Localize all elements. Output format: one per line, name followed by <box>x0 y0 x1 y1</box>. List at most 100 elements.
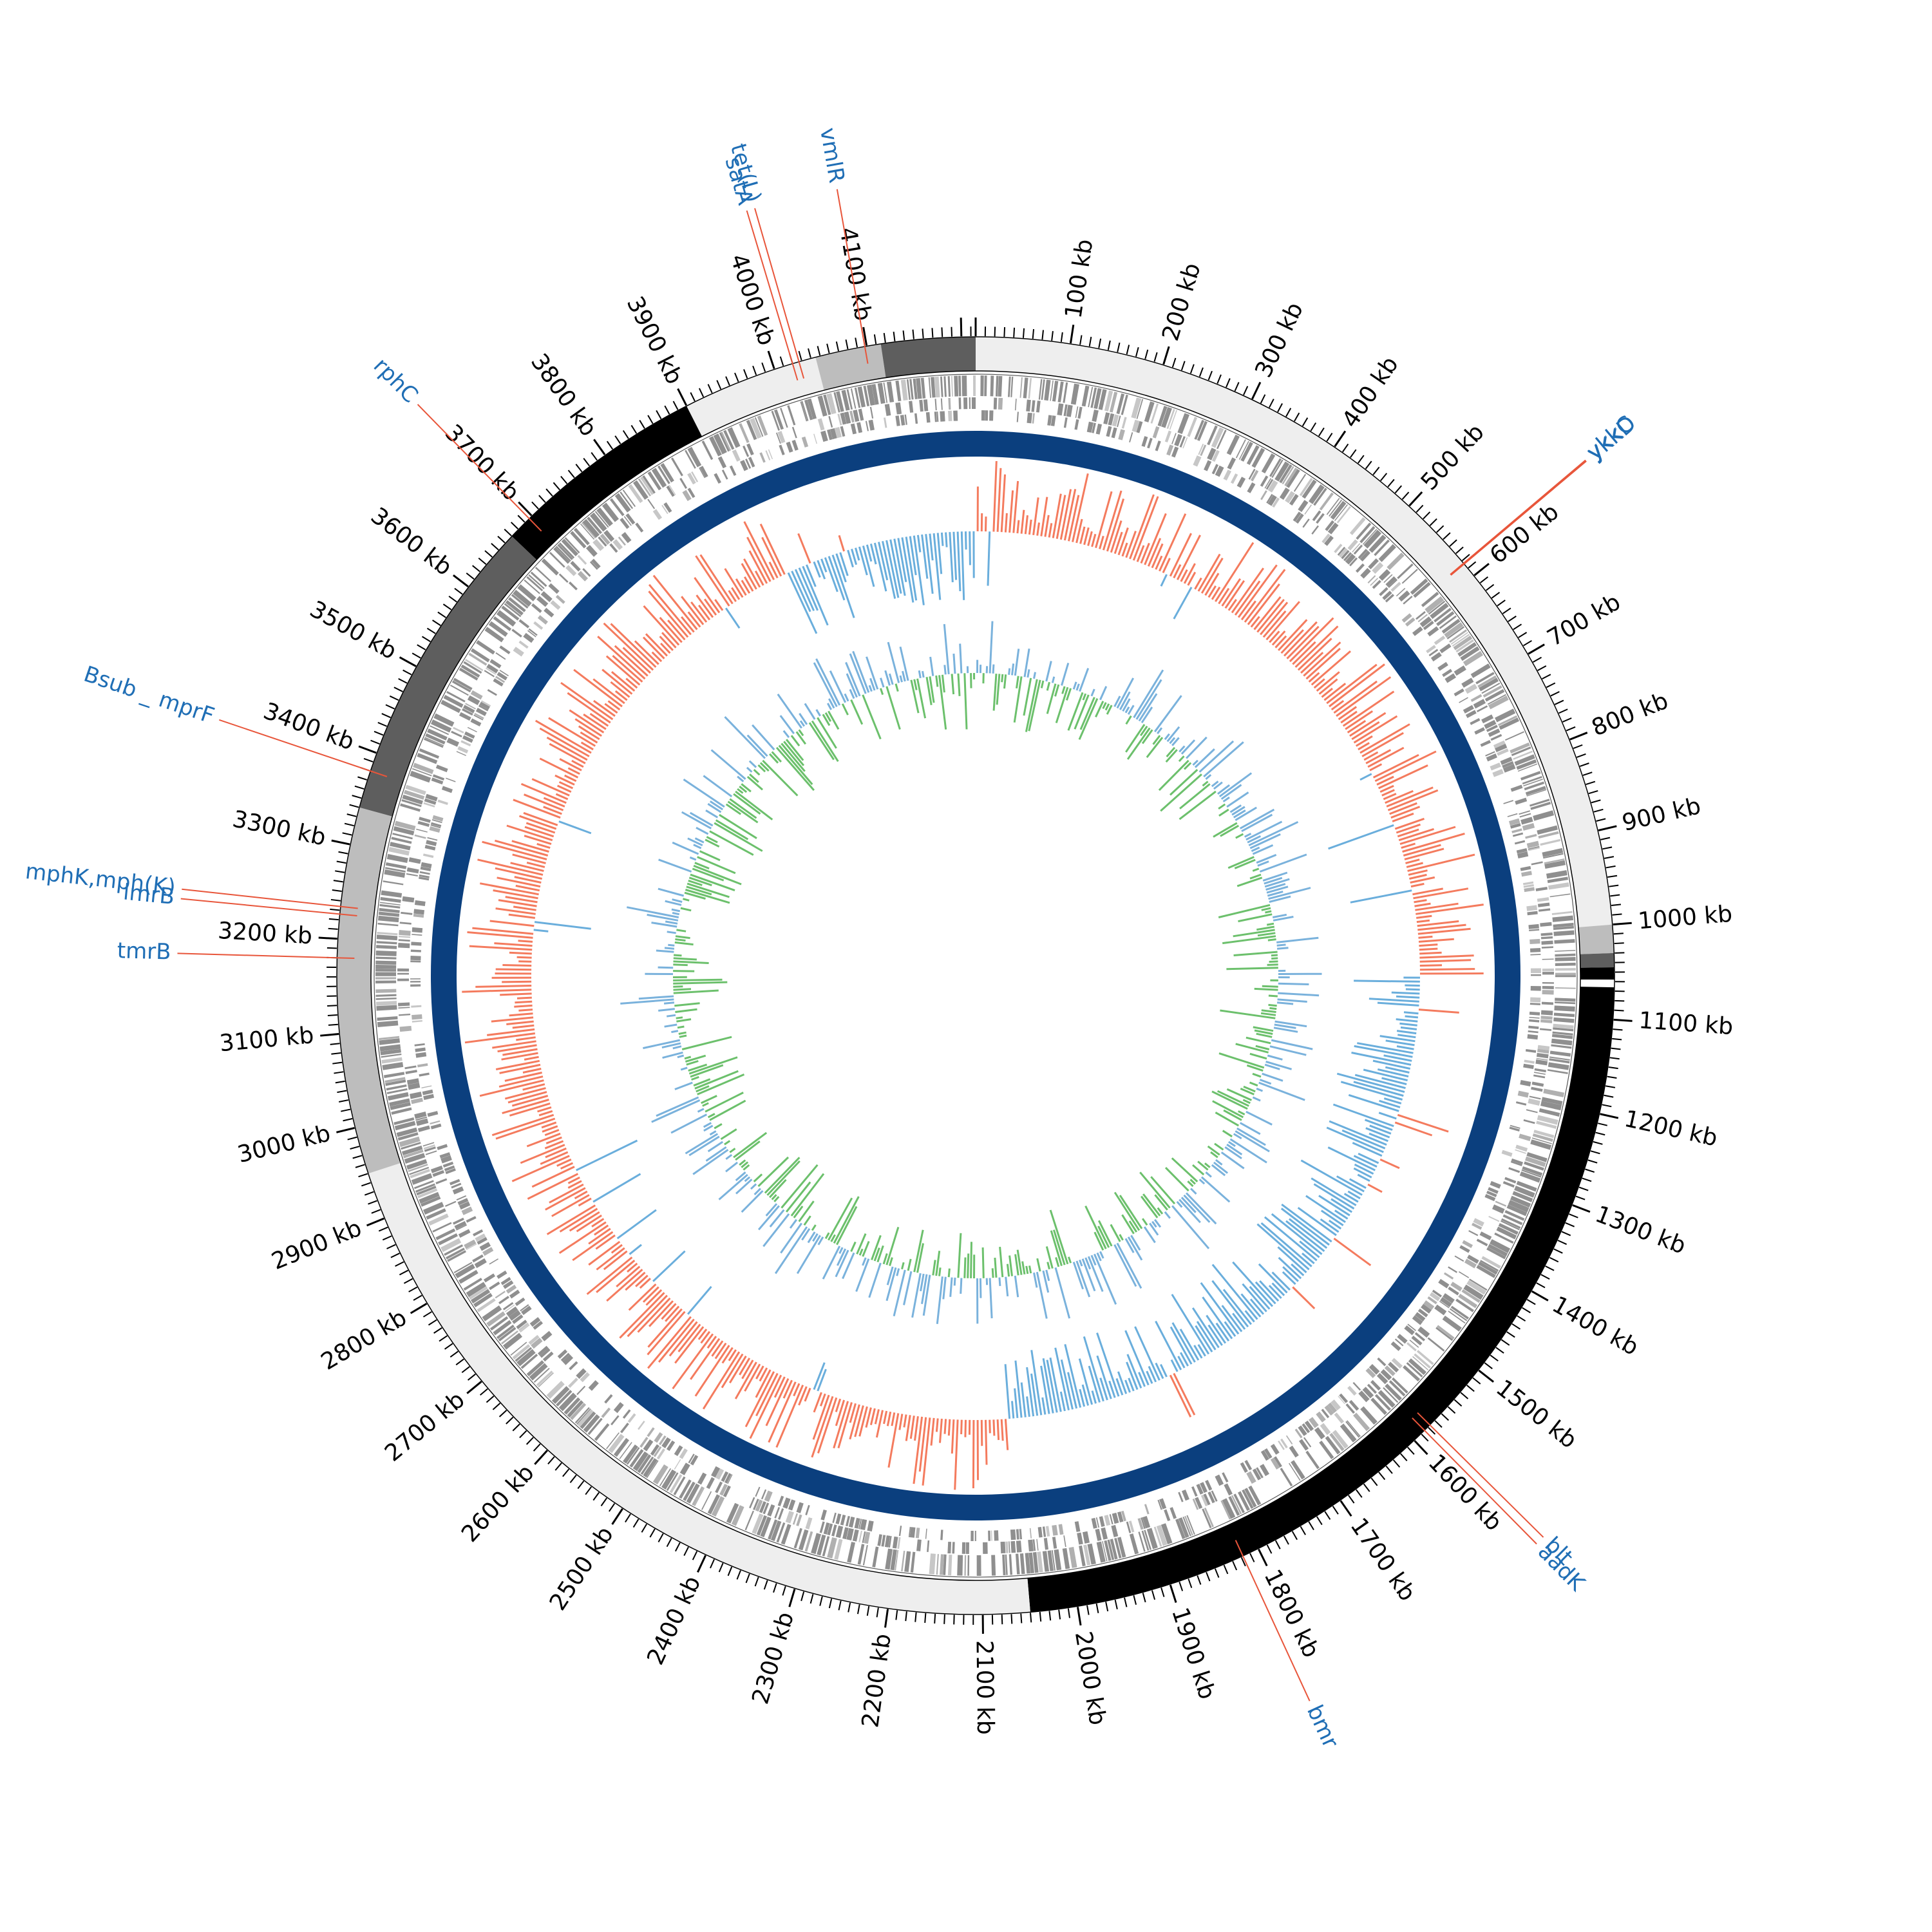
gene-feature <box>1555 968 1576 971</box>
gc-content-bar <box>629 1244 642 1255</box>
gc-skew-bar <box>871 1235 882 1260</box>
gene-feature <box>683 1481 696 1501</box>
gc-content-bar <box>940 532 944 546</box>
gc-skew-bar <box>658 887 685 897</box>
gene-feature <box>1086 421 1094 433</box>
gene-feature <box>1544 860 1566 869</box>
gene-feature <box>478 705 489 712</box>
gc-skew-bar <box>683 898 690 902</box>
gc-skew-bar <box>921 1274 928 1304</box>
gc-skew-bar <box>733 1132 768 1159</box>
minor-tick <box>1607 875 1618 878</box>
gene-feature <box>727 1474 733 1484</box>
gc-skew-bar <box>735 1141 761 1161</box>
gene-feature <box>620 491 634 509</box>
gene-feature <box>1074 1521 1081 1532</box>
gc-skew-bar <box>1149 1222 1159 1236</box>
gene-feature <box>498 1327 516 1341</box>
gc-skew-bar <box>1249 873 1262 880</box>
gc-content-bar <box>1283 621 1318 657</box>
gene-feature <box>1347 539 1358 551</box>
gene-feature <box>1266 493 1273 504</box>
gene-feature <box>376 934 398 941</box>
gene-feature <box>659 1468 672 1486</box>
gc-content-bar <box>497 1044 537 1053</box>
gene-feature <box>1397 563 1414 580</box>
gene-feature <box>412 1014 422 1020</box>
gene-feature <box>740 460 748 471</box>
gene-feature <box>1555 987 1576 989</box>
minor-tick <box>1585 1168 1595 1173</box>
gene-feature <box>1511 828 1522 833</box>
gc-skew-bar <box>1133 669 1164 719</box>
minor-tick <box>857 1604 860 1615</box>
gene-feature <box>654 1432 663 1443</box>
gene-feature <box>1019 1529 1022 1540</box>
gene-feature <box>1070 383 1079 405</box>
gc-skew-bar <box>1128 1220 1138 1233</box>
gc-skew-bar <box>1158 759 1189 791</box>
gc-skew-bar <box>1213 822 1238 838</box>
gc-skew-bar <box>943 623 950 675</box>
gene-feature <box>496 1324 515 1340</box>
gene-feature <box>1092 422 1096 433</box>
gene-feature <box>1051 1550 1056 1571</box>
minor-tick <box>349 804 359 808</box>
gc-content-bar <box>1030 1373 1039 1416</box>
gc-content-bar <box>874 1409 880 1425</box>
gc-content-bar <box>1124 1330 1150 1386</box>
gene-feature <box>1303 1437 1312 1448</box>
gc-skew-bar <box>757 764 766 773</box>
major-tick <box>1478 1369 1495 1383</box>
gc-content-bar <box>768 1381 797 1443</box>
major-tick <box>677 388 688 406</box>
minor-tick <box>1394 485 1403 494</box>
gene-feature <box>1486 1190 1497 1198</box>
gene-feature <box>1227 457 1236 470</box>
gc-content-bar <box>1410 876 1435 884</box>
gc-content-bar <box>835 553 847 583</box>
gene-feature <box>1448 1311 1466 1324</box>
gc-skew-bar <box>1265 1061 1293 1070</box>
gene-feature <box>1480 740 1491 747</box>
gc-content-bar <box>1334 1209 1349 1220</box>
gene-feature <box>1203 1493 1211 1506</box>
gc-skew-bar <box>1222 1130 1233 1138</box>
gene-feature <box>791 439 799 451</box>
gene-feature <box>377 931 398 936</box>
gene-feature <box>1341 549 1350 560</box>
gc-content-bar <box>635 1274 649 1287</box>
gene-feature <box>788 1499 796 1511</box>
gene-feature <box>819 1521 825 1533</box>
gc-skew-bar <box>866 656 879 690</box>
gc-content-bar <box>748 550 768 584</box>
gene-feature <box>1461 677 1474 688</box>
gene-feature <box>536 1370 553 1387</box>
minor-tick <box>1365 460 1372 469</box>
gene-feature <box>1417 614 1428 623</box>
gene-feature <box>897 1537 901 1549</box>
gc-skew-bar <box>1067 1256 1072 1264</box>
gene-feature <box>1439 615 1457 629</box>
gc-content-bar <box>1231 567 1265 614</box>
gene-feature <box>792 1513 798 1525</box>
gc-skew-bar <box>714 822 763 852</box>
gene-feature <box>408 1164 428 1172</box>
gene-feature <box>472 1254 484 1263</box>
gc-content-bar <box>1294 625 1339 668</box>
gene-feature <box>1541 946 1553 949</box>
gene-feature <box>521 1305 532 1316</box>
gene-feature <box>1525 786 1546 796</box>
gc-skew-bar <box>1222 796 1230 802</box>
gc-skew-bar <box>757 1156 790 1188</box>
gene-feature <box>622 1409 631 1419</box>
gc-content-bar <box>1187 571 1197 586</box>
gene-feature <box>410 1092 422 1099</box>
minor-tick <box>358 1173 368 1178</box>
gc-content-bar <box>1409 873 1427 880</box>
gc-skew-bar <box>753 1188 761 1195</box>
gene-feature <box>1542 981 1554 984</box>
gc-skew-bar <box>922 670 925 678</box>
gene-feature <box>533 1321 544 1330</box>
minor-tick <box>819 1596 823 1606</box>
